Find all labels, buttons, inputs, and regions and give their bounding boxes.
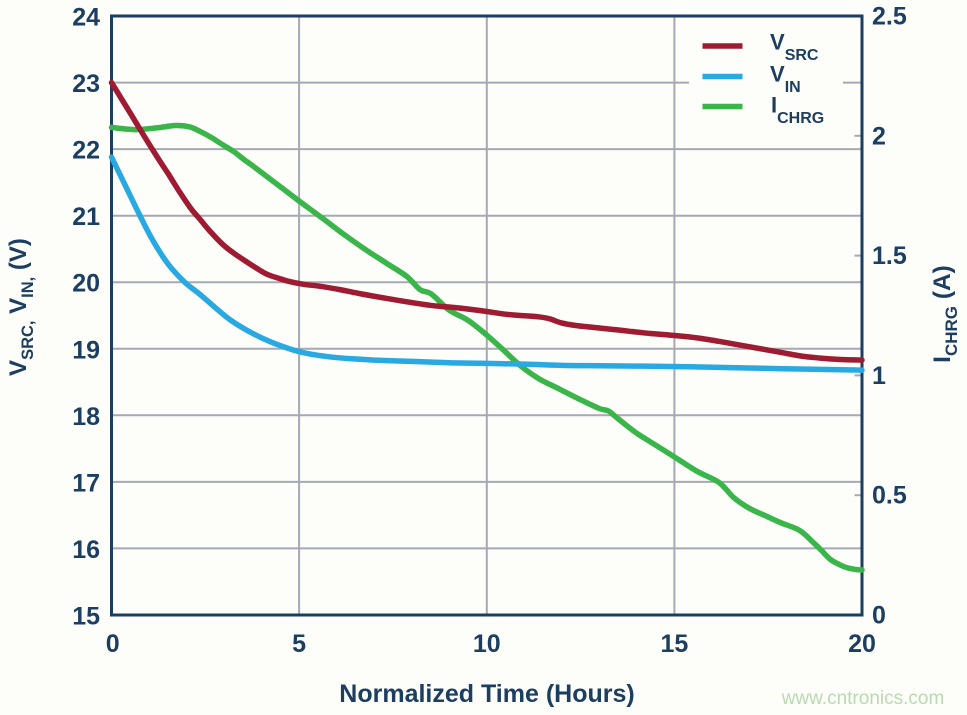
- svg-text:2: 2: [872, 122, 886, 150]
- svg-text:2.5: 2.5: [872, 3, 907, 31]
- svg-text:1: 1: [872, 362, 886, 390]
- svg-text:5: 5: [292, 630, 306, 658]
- svg-text:0.5: 0.5: [872, 482, 907, 510]
- svg-text:10: 10: [473, 630, 501, 658]
- svg-text:20: 20: [72, 270, 100, 298]
- svg-text:20: 20: [848, 630, 876, 658]
- svg-text:22: 22: [72, 137, 100, 165]
- svg-text:24: 24: [72, 4, 100, 32]
- svg-text:19: 19: [72, 336, 100, 364]
- svg-text:1.5: 1.5: [872, 242, 907, 270]
- svg-text:21: 21: [72, 203, 100, 231]
- svg-text:0: 0: [872, 602, 886, 630]
- svg-text:15: 15: [72, 603, 100, 631]
- svg-text:ICHRG (A): ICHRG (A): [929, 265, 961, 363]
- svg-text:16: 16: [72, 536, 100, 564]
- svg-text:15: 15: [660, 630, 688, 658]
- svg-text:0: 0: [106, 630, 120, 658]
- svg-text:Normalized Time (Hours): Normalized Time (Hours): [339, 680, 634, 708]
- svg-text:www.cntronics.com: www.cntronics.com: [781, 688, 945, 709]
- svg-text:18: 18: [72, 403, 100, 431]
- svg-text:23: 23: [72, 70, 100, 98]
- svg-text:17: 17: [72, 469, 100, 497]
